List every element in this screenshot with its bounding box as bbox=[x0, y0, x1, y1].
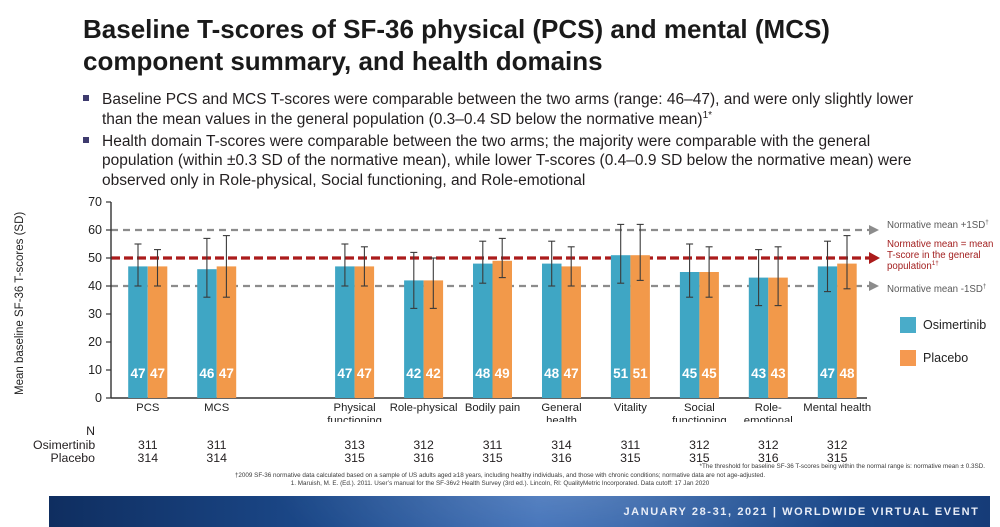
svg-text:51: 51 bbox=[613, 366, 629, 381]
svg-text:48: 48 bbox=[475, 366, 491, 381]
svg-text:Role-: Role- bbox=[755, 402, 782, 414]
svg-text:47: 47 bbox=[564, 366, 579, 381]
svg-text:Physical: Physical bbox=[334, 402, 376, 414]
svg-text:45: 45 bbox=[702, 366, 718, 381]
svg-text:47: 47 bbox=[150, 366, 165, 381]
svg-text:50: 50 bbox=[88, 251, 102, 265]
svg-text:PCS: PCS bbox=[136, 402, 160, 414]
svg-text:70: 70 bbox=[88, 195, 102, 209]
svg-text:emotional: emotional bbox=[744, 415, 793, 422]
svg-text:General: General bbox=[541, 402, 581, 414]
svg-text:60: 60 bbox=[88, 223, 102, 237]
svg-text:health: health bbox=[546, 415, 577, 422]
svg-text:47: 47 bbox=[357, 366, 372, 381]
svg-text:46: 46 bbox=[199, 366, 215, 381]
svg-text:48: 48 bbox=[839, 366, 855, 381]
svg-text:Vitality: Vitality bbox=[614, 402, 647, 414]
svg-text:10: 10 bbox=[88, 363, 102, 377]
svg-text:43: 43 bbox=[771, 366, 787, 381]
svg-text:functioning: functioning bbox=[672, 415, 727, 422]
svg-text:20: 20 bbox=[88, 335, 102, 349]
svg-text:functioning: functioning bbox=[327, 415, 382, 422]
svg-text:48: 48 bbox=[544, 366, 560, 381]
svg-text:47: 47 bbox=[130, 366, 145, 381]
svg-text:Mental health: Mental health bbox=[803, 402, 871, 414]
svg-text:Social: Social bbox=[684, 402, 715, 414]
svg-text:43: 43 bbox=[751, 366, 767, 381]
svg-text:Bodily pain: Bodily pain bbox=[465, 402, 520, 414]
svg-text:MCS: MCS bbox=[204, 402, 230, 414]
svg-text:45: 45 bbox=[682, 366, 698, 381]
svg-text:47: 47 bbox=[219, 366, 234, 381]
svg-text:0: 0 bbox=[95, 391, 102, 405]
svg-text:42: 42 bbox=[426, 366, 441, 381]
svg-text:49: 49 bbox=[495, 366, 510, 381]
svg-text:Role-physical: Role-physical bbox=[390, 402, 458, 414]
svg-text:51: 51 bbox=[633, 366, 649, 381]
svg-text:40: 40 bbox=[88, 279, 102, 293]
svg-text:42: 42 bbox=[406, 366, 421, 381]
svg-text:47: 47 bbox=[337, 366, 352, 381]
svg-text:30: 30 bbox=[88, 307, 102, 321]
svg-text:47: 47 bbox=[820, 366, 835, 381]
